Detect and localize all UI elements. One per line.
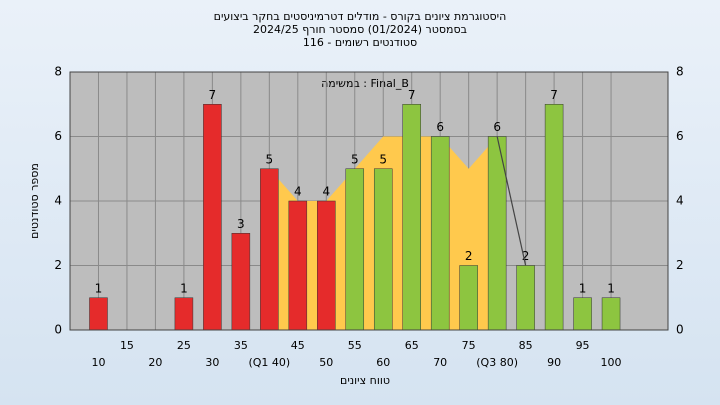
data-label: 6 <box>493 120 501 134</box>
y-tick-label: 0 <box>54 323 62 337</box>
trend-line <box>496 136 527 266</box>
bar <box>402 104 421 331</box>
bar <box>317 200 336 331</box>
x-tick-label: 85 <box>519 339 533 352</box>
bar <box>260 168 279 331</box>
bar <box>573 297 592 331</box>
bar <box>345 168 365 331</box>
data-label: 7 <box>550 88 558 102</box>
x-tick-label: 75 <box>462 339 476 352</box>
bar <box>430 136 450 331</box>
y-tick-label: 8 <box>54 65 62 79</box>
y-axis-label: מספר סטודנטים <box>28 163 41 239</box>
x-tick-label: 90 <box>547 356 561 369</box>
y-tick-label: 4 <box>54 194 62 208</box>
x-tick-label: (Q1 40) <box>248 356 290 369</box>
data-label: 2 <box>522 249 530 263</box>
y-tick-label: 2 <box>54 258 62 272</box>
data-label: 1 <box>180 281 188 295</box>
x-tick-label: (Q3 80) <box>476 356 518 369</box>
chart-title: היסטוגרמת ציונים בקורס - מודלים דטרמיניס… <box>214 10 507 23</box>
x-tick-label: 20 <box>148 356 162 369</box>
x-tick-label: 95 <box>576 339 590 352</box>
data-label: 3 <box>237 217 245 231</box>
x-tick-label: 25 <box>177 339 191 352</box>
y-tick-label: 2 <box>676 258 684 272</box>
data-label: 2 <box>465 249 473 263</box>
x-tick-label: 10 <box>91 356 105 369</box>
data-label: 4 <box>322 185 330 199</box>
y-tick-label: 0 <box>676 323 684 337</box>
data-label: 5 <box>379 152 387 166</box>
data-label: 1 <box>95 281 103 295</box>
x-tick-label: 30 <box>205 356 219 369</box>
chart-subtitle: בסמסטר (01/2024) סמסטר חורף 2024/25 <box>253 23 467 36</box>
x-tick-label: 70 <box>433 356 447 369</box>
data-label: 1 <box>607 281 615 295</box>
bar <box>89 297 108 331</box>
data-label: 4 <box>294 185 302 199</box>
bar <box>203 104 222 331</box>
data-label: 7 <box>209 88 217 102</box>
bar <box>373 168 393 331</box>
bar <box>459 265 478 331</box>
chart-subtitle: סטודנטים רשומים - 116 <box>303 36 417 49</box>
bar <box>516 265 535 331</box>
data-label: 5 <box>351 152 359 166</box>
bar <box>288 200 308 331</box>
data-label: 6 <box>436 120 444 134</box>
bar <box>544 104 564 331</box>
data-label: 5 <box>266 152 274 166</box>
x-tick-label: 100 <box>601 356 622 369</box>
x-tick-label: 50 <box>319 356 333 369</box>
y-tick-label: 6 <box>54 129 62 143</box>
data-label: 7 <box>408 88 416 102</box>
plot-frame <box>69 71 669 331</box>
x-tick-label: 65 <box>405 339 419 352</box>
x-tick-label: 55 <box>348 339 362 352</box>
x-tick-label: 35 <box>234 339 248 352</box>
data-label: 1 <box>579 281 587 295</box>
x-tick-label: 45 <box>291 339 305 352</box>
x-axis-label: טווח ציונים <box>340 374 390 387</box>
x-tick-label: 15 <box>120 339 134 352</box>
bar <box>601 297 621 331</box>
annotation: במשימה : Final_B <box>321 77 409 90</box>
x-tick-label: 60 <box>376 356 390 369</box>
y-tick-label: 4 <box>676 194 684 208</box>
bar <box>174 297 194 331</box>
y-tick-label: 8 <box>676 65 684 79</box>
y-tick-label: 6 <box>676 129 684 143</box>
bar <box>231 233 251 331</box>
